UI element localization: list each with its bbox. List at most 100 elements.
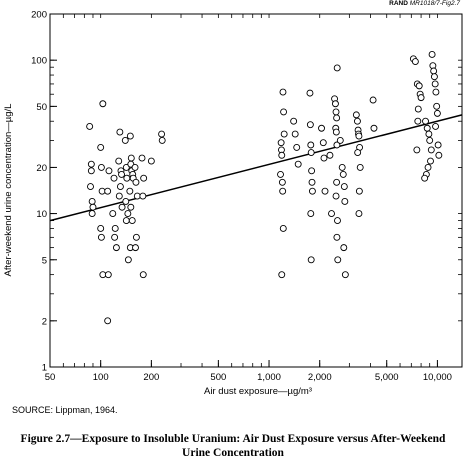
data-point	[424, 163, 432, 171]
data-point	[414, 105, 422, 113]
data-point	[88, 210, 96, 218]
figure-caption: Figure 2.7—Exposure to Insoluble Uranium…	[0, 432, 466, 460]
data-point	[105, 167, 113, 175]
data-point	[355, 210, 363, 218]
y-tick-label: 1	[42, 363, 47, 374]
data-point	[433, 109, 441, 117]
data-point	[331, 100, 339, 108]
data-point	[158, 136, 166, 144]
data-point	[294, 160, 302, 168]
data-point	[307, 141, 315, 149]
caption-line-2: Urine Concentration	[182, 447, 284, 459]
data-point	[341, 197, 349, 205]
data-point	[140, 174, 148, 182]
data-point	[138, 154, 146, 162]
data-point	[334, 256, 342, 264]
y-tick-label: 200	[31, 10, 47, 21]
data-point	[411, 58, 419, 65]
x-tick-label: 2,000	[308, 372, 332, 383]
data-point	[431, 80, 439, 88]
data-point	[432, 88, 440, 96]
data-point	[333, 64, 341, 72]
data-point	[307, 149, 315, 156]
data-point	[332, 128, 340, 136]
data-point	[122, 163, 130, 171]
y-tick-label: 5	[42, 255, 47, 266]
data-point	[126, 132, 134, 140]
data-point	[307, 210, 315, 218]
data-point	[370, 124, 378, 132]
data-point	[97, 225, 105, 232]
data-point	[97, 163, 105, 171]
data-point	[428, 50, 436, 58]
data-point	[333, 141, 341, 149]
data-point	[124, 210, 132, 218]
y-tick-label: 10	[36, 209, 47, 220]
data-point	[306, 121, 314, 129]
data-point	[352, 111, 360, 119]
data-point	[115, 192, 123, 200]
data-point	[121, 136, 129, 144]
data-point	[87, 160, 95, 168]
data-point	[278, 151, 286, 159]
data-point	[430, 73, 438, 81]
figure-doc-id: MR1018/7-Fig2.7	[409, 0, 460, 7]
data-point	[118, 203, 126, 211]
data-point	[280, 108, 288, 116]
y-axis-title: After-weekend urine concentration—µg/L	[3, 104, 14, 277]
data-point	[277, 170, 284, 178]
source-note: SOURCE: Lippman, 1964.	[12, 405, 118, 415]
data-point	[426, 136, 434, 144]
data-point	[326, 151, 334, 159]
x-tick-label: 50	[45, 372, 56, 383]
data-point	[427, 146, 435, 154]
data-point	[110, 174, 118, 182]
data-point	[308, 187, 316, 195]
data-point	[86, 122, 94, 130]
figure-id-tag: RAND MR1018/7-Fig2.7	[389, 0, 460, 7]
data-point	[104, 187, 112, 195]
data-point	[319, 139, 327, 147]
data-point	[355, 132, 363, 140]
data-point	[291, 130, 299, 138]
data-point	[307, 256, 315, 264]
data-point	[127, 203, 135, 211]
data-point	[109, 210, 117, 218]
data-point	[338, 163, 346, 171]
data-point	[333, 114, 341, 122]
data-point	[279, 187, 287, 195]
data-point	[139, 271, 147, 279]
data-point	[332, 108, 340, 116]
data-point	[132, 178, 140, 186]
y-tick-label: 20	[36, 163, 47, 174]
data-point	[415, 82, 423, 90]
data-point	[306, 89, 314, 97]
data-point	[278, 178, 286, 186]
data-point	[99, 100, 107, 108]
x-tick-label: 200	[143, 372, 159, 383]
data-point	[122, 197, 130, 205]
data-point	[433, 102, 441, 110]
data-point	[124, 256, 132, 264]
data-point	[97, 143, 105, 151]
x-tick-label: 500	[210, 372, 226, 383]
data-point	[333, 178, 341, 186]
data-point	[336, 136, 344, 144]
data-point	[425, 130, 433, 138]
data-point	[369, 96, 377, 104]
data-point	[340, 183, 348, 191]
data-point	[333, 233, 341, 241]
data-point	[88, 197, 96, 205]
data-point	[111, 233, 119, 241]
data-point	[131, 163, 139, 171]
trend-line	[49, 114, 463, 222]
data-point	[427, 157, 434, 165]
data-point	[132, 233, 140, 241]
data-point	[422, 117, 429, 125]
data-point	[158, 130, 166, 138]
data-point	[118, 170, 125, 178]
data-point	[87, 167, 95, 175]
data-point	[280, 130, 288, 138]
data-point	[334, 217, 341, 225]
data-point	[116, 183, 124, 191]
